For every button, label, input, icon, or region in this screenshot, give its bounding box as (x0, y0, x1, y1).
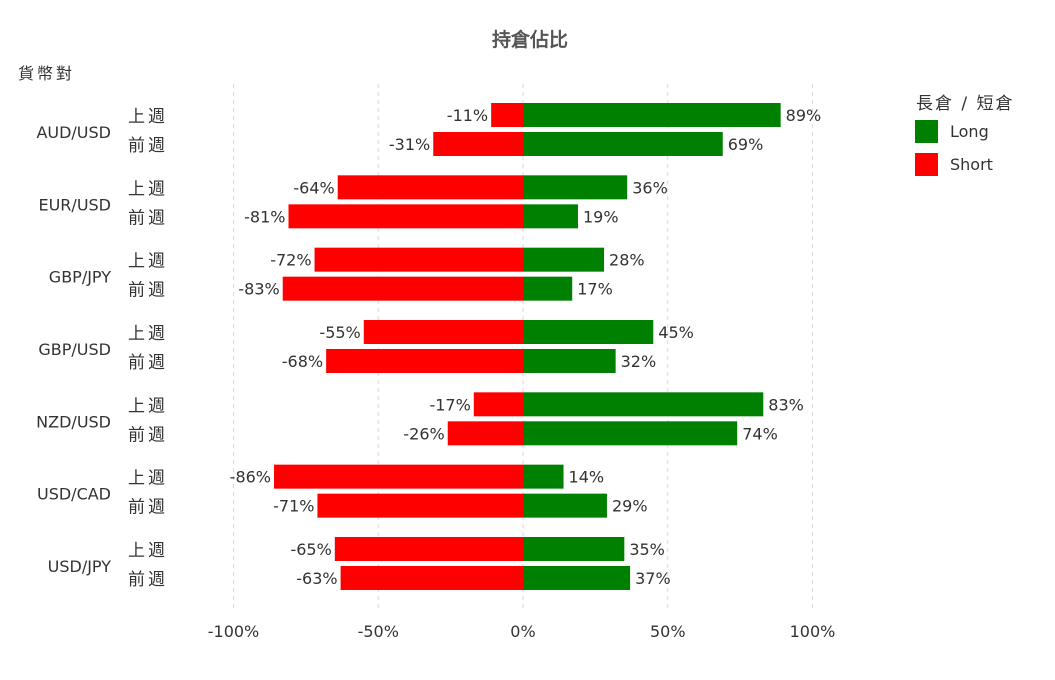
data-label-short: -65% (290, 540, 331, 559)
legend-label: Short (950, 155, 993, 174)
x-tick-label: 100% (790, 622, 836, 641)
period-label: 前週 (128, 281, 168, 301)
period-label: 上週 (128, 252, 168, 272)
period-label: 前週 (128, 208, 168, 228)
bar-long (523, 493, 607, 518)
data-label-long: 45% (658, 323, 694, 342)
category-label: GBP/USD (38, 340, 111, 359)
data-label-long: 36% (632, 178, 668, 197)
bar-long (523, 204, 579, 229)
data-label-long: 83% (768, 395, 804, 414)
data-label-short: -31% (389, 135, 430, 154)
data-label-long: 32% (621, 352, 657, 371)
bar-short (340, 565, 523, 590)
bar-short (334, 536, 523, 561)
bar-long (523, 319, 654, 344)
data-label-short: -17% (429, 395, 470, 414)
category-label: EUR/USD (38, 195, 111, 214)
bar-long (523, 103, 781, 127)
bar-short (491, 103, 523, 127)
bar-short (288, 204, 523, 229)
bar-short (317, 493, 523, 518)
data-label-short: -81% (244, 207, 285, 226)
period-label: 上週 (128, 469, 168, 489)
bar-long (523, 421, 738, 446)
bar-long (523, 132, 723, 156)
period-label: 上週 (128, 541, 168, 561)
category-label: USD/JPY (48, 557, 112, 576)
bar-long (523, 536, 625, 561)
data-label-long: 69% (728, 135, 764, 154)
data-label-long: 17% (577, 280, 613, 299)
data-label-long: 28% (609, 251, 645, 270)
period-label: 上週 (128, 107, 168, 127)
x-tick-label: -100% (208, 622, 260, 641)
legend: 長倉 / 短倉 Long Short (915, 94, 1015, 176)
data-label-short: -11% (447, 106, 488, 125)
data-label-long: 37% (635, 569, 671, 588)
period-label: 前週 (128, 353, 168, 373)
x-tick-label: 0% (510, 622, 535, 641)
data-label-long: 74% (742, 424, 778, 443)
data-label-short: -63% (296, 569, 337, 588)
period-label: 前週 (128, 498, 168, 518)
period-label: 前週 (128, 136, 168, 156)
bar-short (314, 247, 523, 272)
data-label-long: 35% (629, 540, 665, 559)
bar-short (282, 276, 523, 301)
data-label-short: -55% (319, 323, 360, 342)
bar-long (523, 392, 764, 417)
data-label-short: -68% (282, 352, 323, 371)
bar-short (363, 319, 523, 344)
y-axis-title: 貨幣對 (18, 64, 75, 83)
bar-long (523, 175, 628, 200)
period-label: 上週 (128, 396, 168, 416)
data-label-short: -72% (270, 251, 311, 270)
bar-long (523, 348, 616, 373)
data-label-short: -64% (293, 178, 334, 197)
bar-short (473, 392, 523, 417)
data-label-long: 29% (612, 497, 648, 516)
category-label: GBP/JPY (49, 268, 111, 287)
data-label-short: -71% (273, 497, 314, 516)
data-label-long: 14% (569, 468, 605, 487)
bar-long (523, 464, 564, 489)
legend-label: Long (950, 122, 989, 141)
legend-title: 長倉 / 短倉 (916, 94, 1015, 114)
bar-short (326, 348, 523, 373)
period-label: 上週 (128, 179, 168, 199)
bar-long (523, 565, 631, 590)
x-tick-label: -50% (358, 622, 399, 641)
labels-layer: -100% -50% 0% 50% 100% AUD/USD 上週 -11% 89% 前週 -31%… (36, 106, 835, 641)
legend-swatch (915, 153, 938, 176)
bar-long (523, 247, 605, 272)
chart-title: 持倉佔比 (492, 28, 568, 51)
legend-swatch (915, 120, 938, 143)
data-label-short: -83% (238, 280, 279, 299)
data-label-long: 89% (786, 106, 822, 125)
bar-long (523, 276, 573, 301)
x-tick-label: 50% (650, 622, 686, 641)
bars-layer (274, 103, 781, 590)
grid-layer (233, 84, 813, 612)
bar-short (337, 175, 523, 200)
period-label: 前週 (128, 425, 168, 445)
category-label: NZD/USD (36, 412, 111, 431)
data-label-short: -86% (230, 468, 271, 487)
period-label: 上週 (128, 324, 168, 344)
category-label: USD/CAD (37, 485, 111, 504)
data-label-long: 19% (583, 207, 619, 226)
bar-short (274, 464, 523, 489)
category-label: AUD/USD (36, 123, 111, 142)
bar-short (433, 132, 523, 156)
bar-short (447, 421, 523, 446)
period-label: 前週 (128, 570, 168, 590)
data-label-short: -26% (403, 424, 444, 443)
